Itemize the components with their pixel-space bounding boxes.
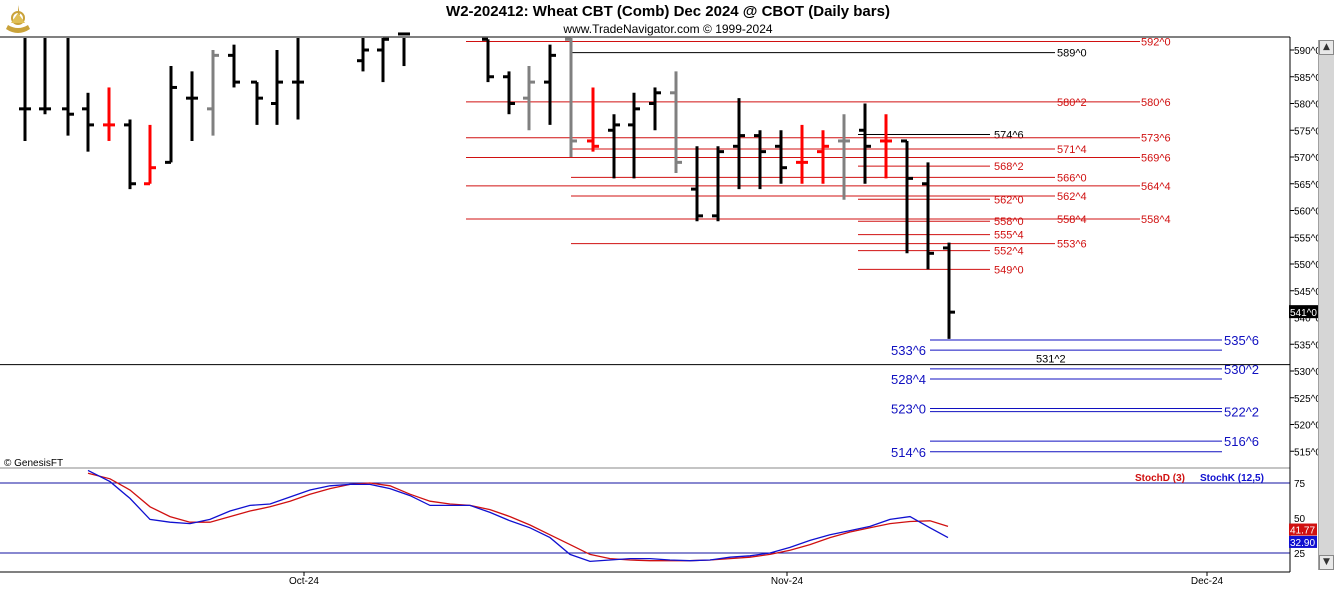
y-tick-label: 550^0: [1294, 260, 1321, 271]
x-tick-label: Oct-24: [289, 576, 319, 587]
y-tick-label: 535^0: [1294, 340, 1321, 351]
copyright-label: © GenesisFT: [4, 458, 64, 469]
y-tick-label: 590^0: [1294, 46, 1321, 57]
support-label: 528^4: [891, 372, 926, 387]
y-tick-label: 515^0: [1294, 447, 1321, 458]
scroll-down-icon[interactable]: ▼: [1319, 555, 1334, 570]
price-panel: 592^0 589^0 580^2 580^6 574^6 573^6 571^4 569^6…: [0, 32, 1290, 460]
chart-subtitle: www.TradeNavigator.com © 1999-2024: [563, 22, 773, 36]
resistance-label: 558^4: [1057, 214, 1087, 226]
support-label: 522^2: [1224, 405, 1259, 420]
resistance-label: 558^0: [994, 216, 1024, 228]
chart-title: W2-202412: Wheat CBT (Comb) Dec 2024 @ C…: [446, 3, 890, 20]
last-price-label: 541^0: [1290, 308, 1317, 319]
resistance-label: 549^0: [994, 264, 1024, 276]
support-label: 530^2: [1224, 362, 1259, 377]
y-tick-label: 560^0: [1294, 207, 1321, 218]
x-tick-label: Nov-24: [771, 576, 804, 587]
y-tick-label: 575^0: [1294, 126, 1321, 137]
resistance-label: 562^4: [1057, 191, 1087, 203]
y-tick-label: 520^0: [1294, 421, 1321, 432]
resistance-label: 555^4: [994, 230, 1024, 242]
genesis-logo-icon: [2, 3, 34, 35]
resistance-label: 569^6: [1141, 153, 1171, 165]
resistance-label: 573^6: [1141, 133, 1171, 145]
support-label: 514^6: [891, 445, 926, 460]
resistance-label: 558^4: [1141, 214, 1171, 226]
stoch-series-line: [87, 472, 949, 562]
y-tick-label: 555^0: [1294, 233, 1321, 244]
y-tick-label: 525^0: [1294, 394, 1321, 405]
resistance-label: 580^2: [1057, 97, 1087, 109]
resistance-label: 562^0: [994, 194, 1024, 206]
scroll-up-icon[interactable]: ▲: [1319, 40, 1334, 55]
stochd-legend: StochD (3): [1135, 473, 1185, 484]
stochastic-panel: [0, 469, 1290, 563]
resistance-label: 571^4: [1057, 144, 1087, 156]
resistance-label: 566^0: [1057, 172, 1087, 184]
y-tick-label: 530^0: [1294, 367, 1321, 378]
stoch-tick-label: 75: [1294, 479, 1306, 490]
stochk-value-box: [1289, 535, 1317, 548]
resistance-label: 589^0: [1057, 48, 1087, 60]
support-label: 535^6: [1224, 333, 1259, 348]
y-tick-label: 565^0: [1294, 180, 1321, 191]
stochk-value-label: 32.90: [1290, 538, 1315, 549]
stoch-tick-label: 25: [1294, 549, 1306, 560]
resistance-label: 553^6: [1057, 239, 1087, 251]
support-label: 533^6: [891, 343, 926, 358]
horizontal-line-label: 531^2: [1036, 354, 1066, 366]
resistance-label: 552^4: [994, 246, 1024, 258]
y-tick-label: 580^0: [1294, 100, 1321, 111]
resistance-label: 568^2: [994, 161, 1024, 173]
stoch-tick-label: 50: [1294, 514, 1306, 525]
resistance-label: 564^4: [1141, 181, 1171, 193]
y-tick-label: 540^0: [1294, 314, 1321, 325]
axes: 590^0 585^0 580^0 575^0 570^0 565^0 560^0 555^0…: [0, 36, 1321, 587]
resistance-label: 574^6: [994, 130, 1024, 142]
stochd-value-box: [1289, 523, 1317, 536]
support-label: 516^6: [1224, 434, 1259, 449]
vertical-scrollbar[interactable]: ▲ ▼: [1318, 40, 1334, 570]
support-label: 523^0: [891, 401, 926, 416]
x-tick-label: Dec-24: [1191, 576, 1224, 587]
y-tick-label: 570^0: [1294, 153, 1321, 164]
stochd-value-label: 41.77: [1290, 526, 1315, 537]
stoch-series-line: [87, 469, 949, 563]
y-tick-label: 585^0: [1294, 73, 1321, 84]
resistance-label: 592^0: [1141, 36, 1171, 48]
resistance-label: 580^6: [1141, 97, 1171, 109]
last-price-box: [1289, 305, 1319, 319]
y-tick-label: 545^0: [1294, 287, 1321, 298]
stochk-legend: StochK (12,5): [1200, 473, 1264, 484]
